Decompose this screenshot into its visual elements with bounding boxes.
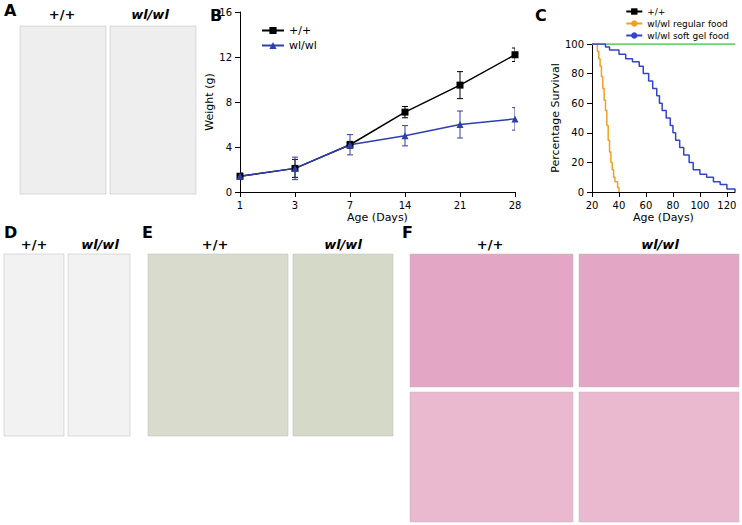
svg-text:Age (Days): Age (Days) <box>633 211 694 224</box>
svg-text:wl/wl: wl/wl <box>324 237 362 252</box>
svg-text:C: C <box>535 6 547 25</box>
svg-text:120: 120 <box>717 200 736 211</box>
svg-text:wl/wl soft gel food: wl/wl soft gel food <box>647 31 729 41</box>
svg-text:A: A <box>4 1 17 20</box>
svg-text:+/+: +/+ <box>647 7 665 17</box>
svg-text:wl/wl: wl/wl <box>81 237 119 252</box>
svg-text:8: 8 <box>226 97 232 108</box>
svg-text:80: 80 <box>571 68 584 79</box>
svg-text:20: 20 <box>571 157 584 168</box>
svg-text:60: 60 <box>571 98 584 109</box>
svg-text:D: D <box>4 223 17 242</box>
svg-text:20: 20 <box>586 200 599 211</box>
svg-text:wl/wl: wl/wl <box>131 7 169 22</box>
svg-text:0: 0 <box>578 187 584 198</box>
svg-text:F: F <box>402 223 413 242</box>
svg-text:+/+: +/+ <box>477 237 504 252</box>
svg-text:Percentage Survival: Percentage Survival <box>549 63 562 173</box>
svg-text:E: E <box>142 223 153 242</box>
svg-text:14: 14 <box>399 200 412 211</box>
svg-text:60: 60 <box>640 200 653 211</box>
svg-text:3: 3 <box>292 200 298 211</box>
svg-text:100: 100 <box>565 39 584 50</box>
svg-text:4: 4 <box>226 142 232 153</box>
svg-text:B: B <box>210 6 222 25</box>
svg-text:+/+: +/+ <box>202 237 229 252</box>
svg-text:wl/wl: wl/wl <box>641 237 679 252</box>
svg-text:1: 1 <box>237 200 243 211</box>
svg-text:Weight (g): Weight (g) <box>203 73 216 130</box>
svg-text:21: 21 <box>454 200 467 211</box>
svg-text:7: 7 <box>347 200 353 211</box>
svg-text:0: 0 <box>226 187 232 198</box>
svg-text:12: 12 <box>219 52 232 63</box>
svg-text:wl/wl: wl/wl <box>289 39 317 52</box>
svg-text:Age (Days): Age (Days) <box>347 211 408 224</box>
svg-text:+/+: +/+ <box>21 237 48 252</box>
svg-text:28: 28 <box>509 200 522 211</box>
svg-text:+/+: +/+ <box>289 24 311 37</box>
svg-text:wl/wl regular food: wl/wl regular food <box>647 19 728 29</box>
svg-text:16: 16 <box>219 6 232 18</box>
svg-text:+/+: +/+ <box>49 7 76 22</box>
svg-text:40: 40 <box>613 200 626 211</box>
svg-text:80: 80 <box>667 200 680 211</box>
svg-text:100: 100 <box>690 200 709 211</box>
svg-text:40: 40 <box>571 127 584 138</box>
